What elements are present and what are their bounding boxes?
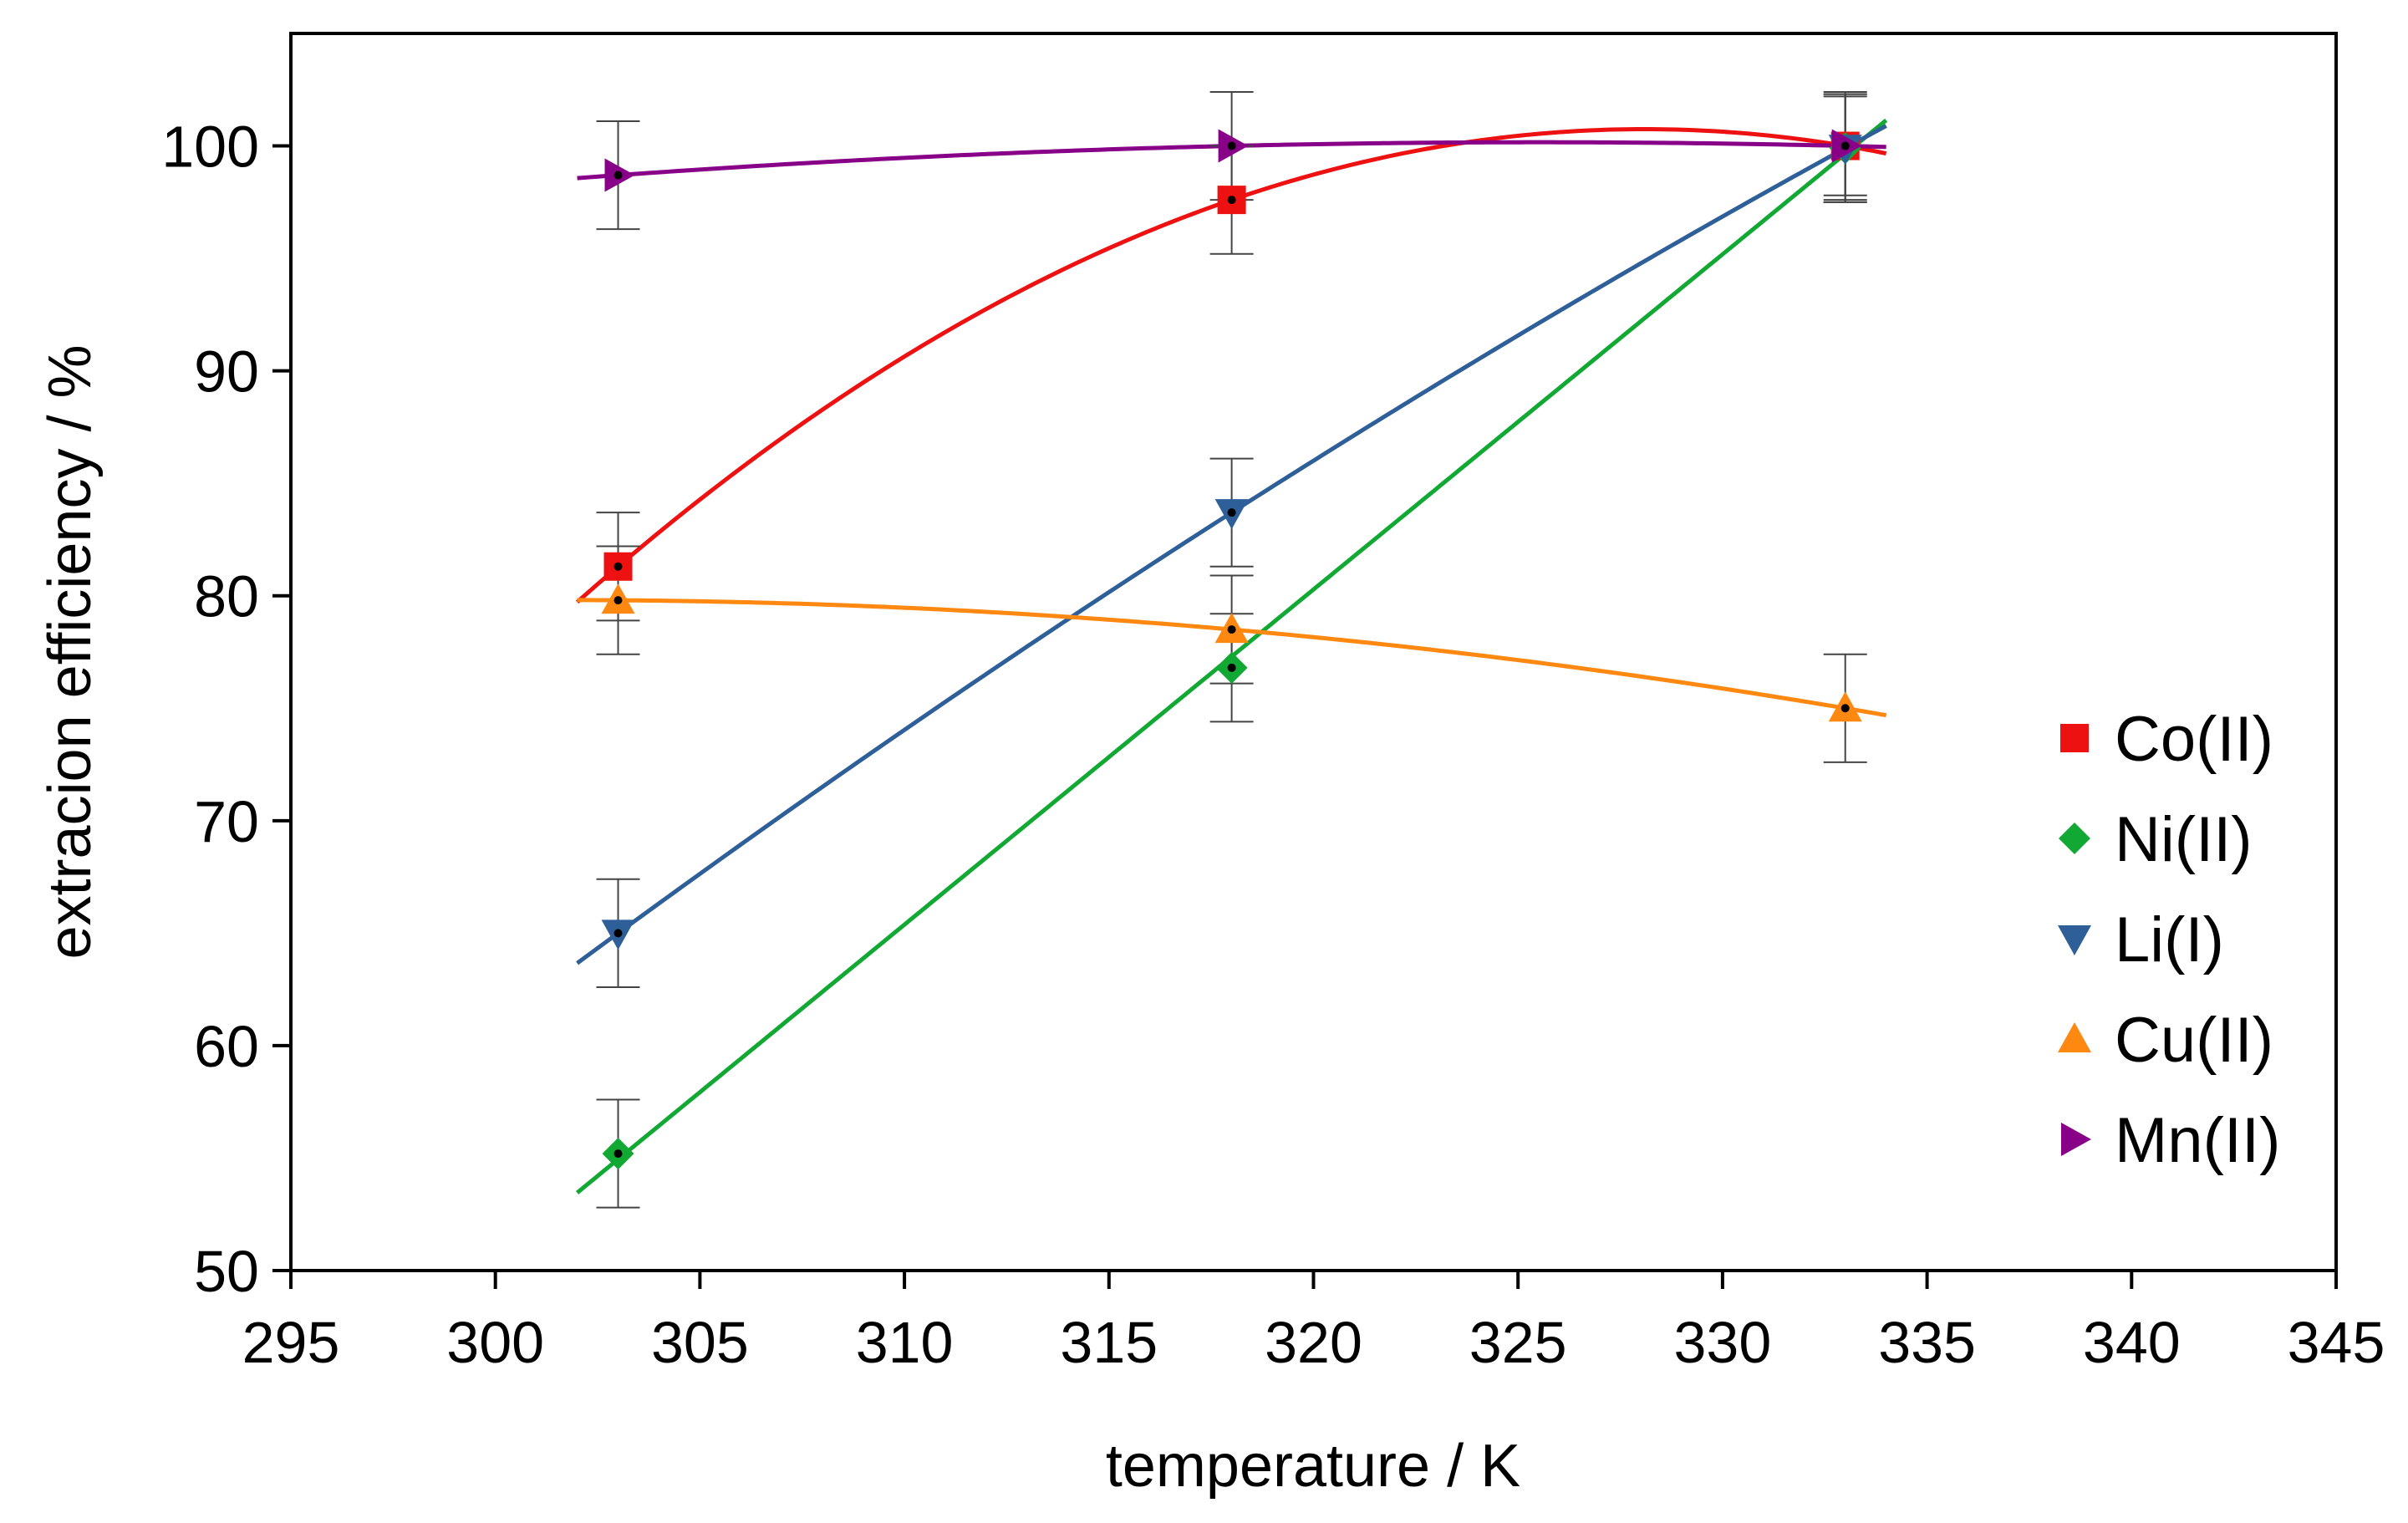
data-point-center <box>613 929 623 938</box>
y-axis-title: extracion efficiency / % <box>37 344 104 959</box>
x-tick-label: 340 <box>2083 1310 2181 1375</box>
x-tick-label: 295 <box>242 1310 340 1375</box>
legend-label: Cu(II) <box>2115 1005 2273 1076</box>
legend-label: Co(II) <box>2115 704 2273 775</box>
data-point-center <box>613 171 623 180</box>
data-point-center <box>1227 663 1236 672</box>
data-point-center <box>1840 141 1850 150</box>
x-tick-label: 345 <box>2288 1310 2385 1375</box>
legend-label: Li(I) <box>2115 904 2224 975</box>
x-axis-ticks: 295 300 305 310 315 320 325 330 335 340 345 <box>242 1271 2385 1375</box>
data-point-center <box>613 1149 623 1159</box>
legend-label: Ni(II) <box>2115 804 2253 875</box>
data-point-center <box>1227 141 1236 150</box>
data-point-center <box>1227 196 1236 205</box>
y-tick-label: 90 <box>194 339 259 405</box>
x-tick-label: 330 <box>1674 1310 1772 1375</box>
legend-marker <box>2059 823 2090 854</box>
x-tick-label: 305 <box>651 1310 749 1375</box>
x-tick-label: 300 <box>446 1310 544 1375</box>
y-axis-ticks: 50 60 70 80 90 100 <box>161 115 291 1304</box>
y-tick-label: 50 <box>194 1239 259 1304</box>
data-point-center <box>1840 704 1850 713</box>
y-tick-label: 80 <box>194 564 259 629</box>
data-markers <box>601 129 1862 1170</box>
data-point-center <box>613 596 623 605</box>
legend-marker <box>2058 925 2091 955</box>
x-tick-label: 315 <box>1060 1310 1158 1375</box>
y-tick-label: 100 <box>161 115 259 180</box>
legend-label: Mn(II) <box>2115 1105 2280 1176</box>
plot-frame <box>289 32 2338 1272</box>
legend-marker <box>2061 1123 2091 1156</box>
x-tick-label: 335 <box>1878 1310 1976 1375</box>
legend-marker <box>2060 724 2089 752</box>
axes <box>289 32 2338 1272</box>
y-tick-label: 70 <box>194 789 259 854</box>
error-bars <box>596 90 1867 1209</box>
x-tick-label: 310 <box>856 1310 954 1375</box>
data-point-center <box>1227 508 1236 517</box>
y-tick-label: 60 <box>194 1014 259 1079</box>
legend: Co(II) Ni(II) Li(I) Cu(II) Mn(II) <box>2058 704 2280 1176</box>
data-point-center <box>1227 625 1236 634</box>
x-tick-label: 320 <box>1265 1310 1362 1375</box>
x-axis-title: temperature / K <box>1106 1433 1520 1500</box>
legend-marker <box>2058 1022 2091 1052</box>
x-tick-label: 325 <box>1469 1310 1567 1375</box>
data-point-center <box>613 562 623 571</box>
